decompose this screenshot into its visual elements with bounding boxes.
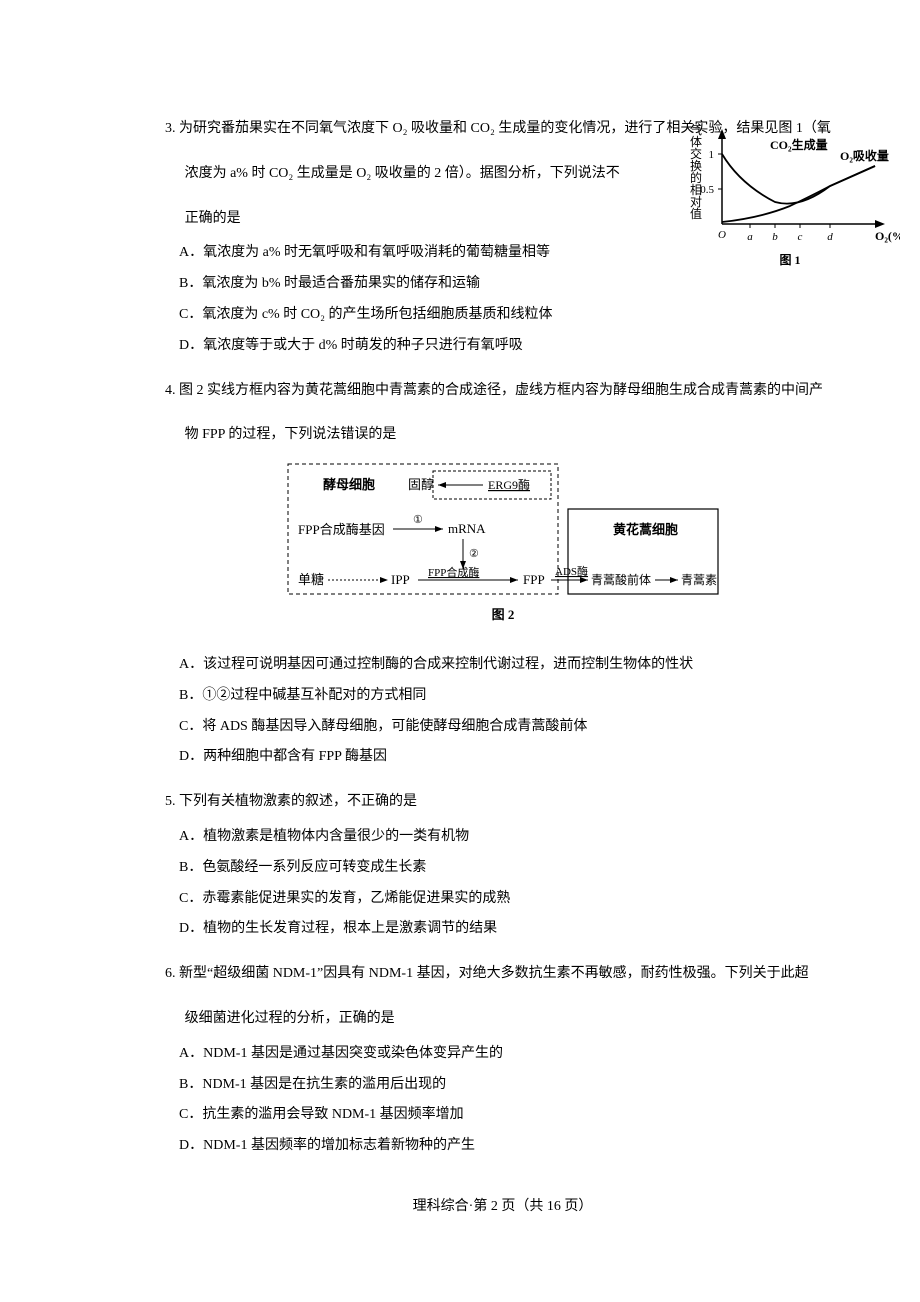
q6-stem-line1: 6. 新型“超级细菌 NDM-1”因具有 NDM-1 基因，对绝大多数抗生素不再…: [165, 959, 840, 990]
q4-option-d: D．两种细胞中都含有 FPP 酶基因: [165, 742, 840, 773]
question-5: 5. 下列有关植物激素的叙述，不正确的是 A．植物激素是植物体内含量很少的一类有…: [165, 787, 840, 945]
circ2-label: ②: [469, 548, 479, 560]
pre-label: 青蒿酸前体: [591, 572, 651, 587]
q6-option-c: C．抗生素的滥用会导致 NDM-1 基因频率增加: [165, 1100, 840, 1131]
guchun-label: 固醇: [408, 477, 434, 492]
question-6: 6. 新型“超级细菌 NDM-1”因具有 NDM-1 基因，对绝大多数抗生素不再…: [165, 959, 840, 1162]
q3-option-c: C．氧浓度为 c% 时 CO₂ 的产生场所包括细胞质基质和线粒体: [165, 300, 840, 331]
q5-number: 5.: [165, 794, 176, 809]
fpp-enzyme-label: FPP合成酶: [428, 565, 479, 579]
graph-co2-label: CO₂生成量: [770, 137, 828, 152]
q4-number: 4.: [165, 383, 176, 398]
q5-option-a: A．植物激素是植物体内含量很少的一类有机物: [165, 822, 840, 853]
graph-ytick-05: 0.5: [700, 184, 714, 196]
q4-option-a: A．该过程可说明基因可通过控制酶的合成来控制代谢过程，进而控制生物体的性状: [165, 650, 840, 681]
graph-xtick-b: b: [772, 231, 778, 243]
question-4: 4. 图 2 实线方框内容为黄花蒿细胞中青蒿素的合成途径，虚线方框内容为酵母细胞…: [165, 376, 840, 774]
figure-2-diagram: 酵母细胞 固醇 ERG9酶 FPP合成酶基因 ① mRNA ② 单糖 IPP: [165, 459, 840, 642]
q6-option-d: D．NDM-1 基因频率的增加标志着新物种的产生: [165, 1131, 840, 1162]
circ1-label: ①: [413, 514, 423, 526]
fpp-gene-label: FPP合成酶基因: [298, 522, 385, 537]
graph-xtick-a: a: [747, 231, 753, 243]
ipp-label: IPP: [391, 572, 410, 587]
graph-ytick-1: 1: [709, 149, 715, 161]
graph-xlabel: O₂(%): [875, 229, 900, 243]
q4-stem-line2: 物 FPP 的过程，下列说法错误的是: [165, 420, 840, 451]
q6-number: 6.: [165, 966, 176, 981]
graph-xtick-c: c: [798, 231, 803, 243]
arte-label: 青蒿素: [681, 573, 717, 587]
q6-option-a: A．NDM-1 基因是通过基因突变或染色体变异产生的: [165, 1039, 840, 1070]
fpp-label: FPP: [523, 572, 545, 587]
q6-option-b: B．NDM-1 基因是在抗生素的滥用后出现的: [165, 1070, 840, 1101]
ads-label: ADS酶: [555, 565, 588, 578]
graph-ylabel: 气体交换的相对值: [690, 122, 702, 221]
yeast-cell-label: 酵母细胞: [323, 477, 375, 492]
q3-number: 3.: [165, 121, 176, 136]
graph-xtick-d: d: [827, 231, 833, 243]
q3-option-d: D．氧浓度等于或大于 d% 时萌发的种子只进行有氧呼吸: [165, 331, 840, 362]
q4-stem-line1: 4. 图 2 实线方框内容为黄花蒿细胞中青蒿素的合成途径，虚线方框内容为酵母细胞…: [165, 376, 840, 407]
graph-xtick-o: O: [718, 229, 726, 241]
figure-1-caption: 图 1: [779, 253, 800, 267]
figure-2-caption: 图 2: [491, 607, 514, 622]
huanghua-cell-label: 黄花蒿细胞: [613, 522, 678, 537]
q5-option-b: B．色氨酸经一系列反应可转变成生长素: [165, 853, 840, 884]
question-3: 1 0.5 O a b c d CO₂生成量 O₂吸收量: [165, 114, 840, 362]
page-footer: 理科综合·第 2 页（共 16 页）: [165, 1192, 840, 1223]
q4-option-b: B．①②过程中碱基互补配对的方式相同: [165, 681, 840, 712]
mrna-label: mRNA: [448, 521, 486, 536]
graph-o2-label: O₂吸收量: [840, 148, 889, 163]
q5-option-c: C．赤霉素能促进果实的发育，乙烯能促进果实的成熟: [165, 884, 840, 915]
q4-option-c: C．将 ADS 酶基因导入酵母细胞，可能使酵母细胞合成青蒿酸前体: [165, 712, 840, 743]
mono-label: 单糖: [298, 572, 324, 587]
erg9-label: ERG9酶: [488, 477, 530, 492]
q5-option-d: D．植物的生长发育过程，根本上是激素调节的结果: [165, 914, 840, 945]
q5-stem: 5. 下列有关植物激素的叙述，不正确的是: [165, 787, 840, 818]
q6-stem-line2: 级细菌进化过程的分析，正确的是: [165, 1004, 840, 1035]
figure-1-graph: 1 0.5 O a b c d CO₂生成量 O₂吸收量: [680, 114, 900, 264]
